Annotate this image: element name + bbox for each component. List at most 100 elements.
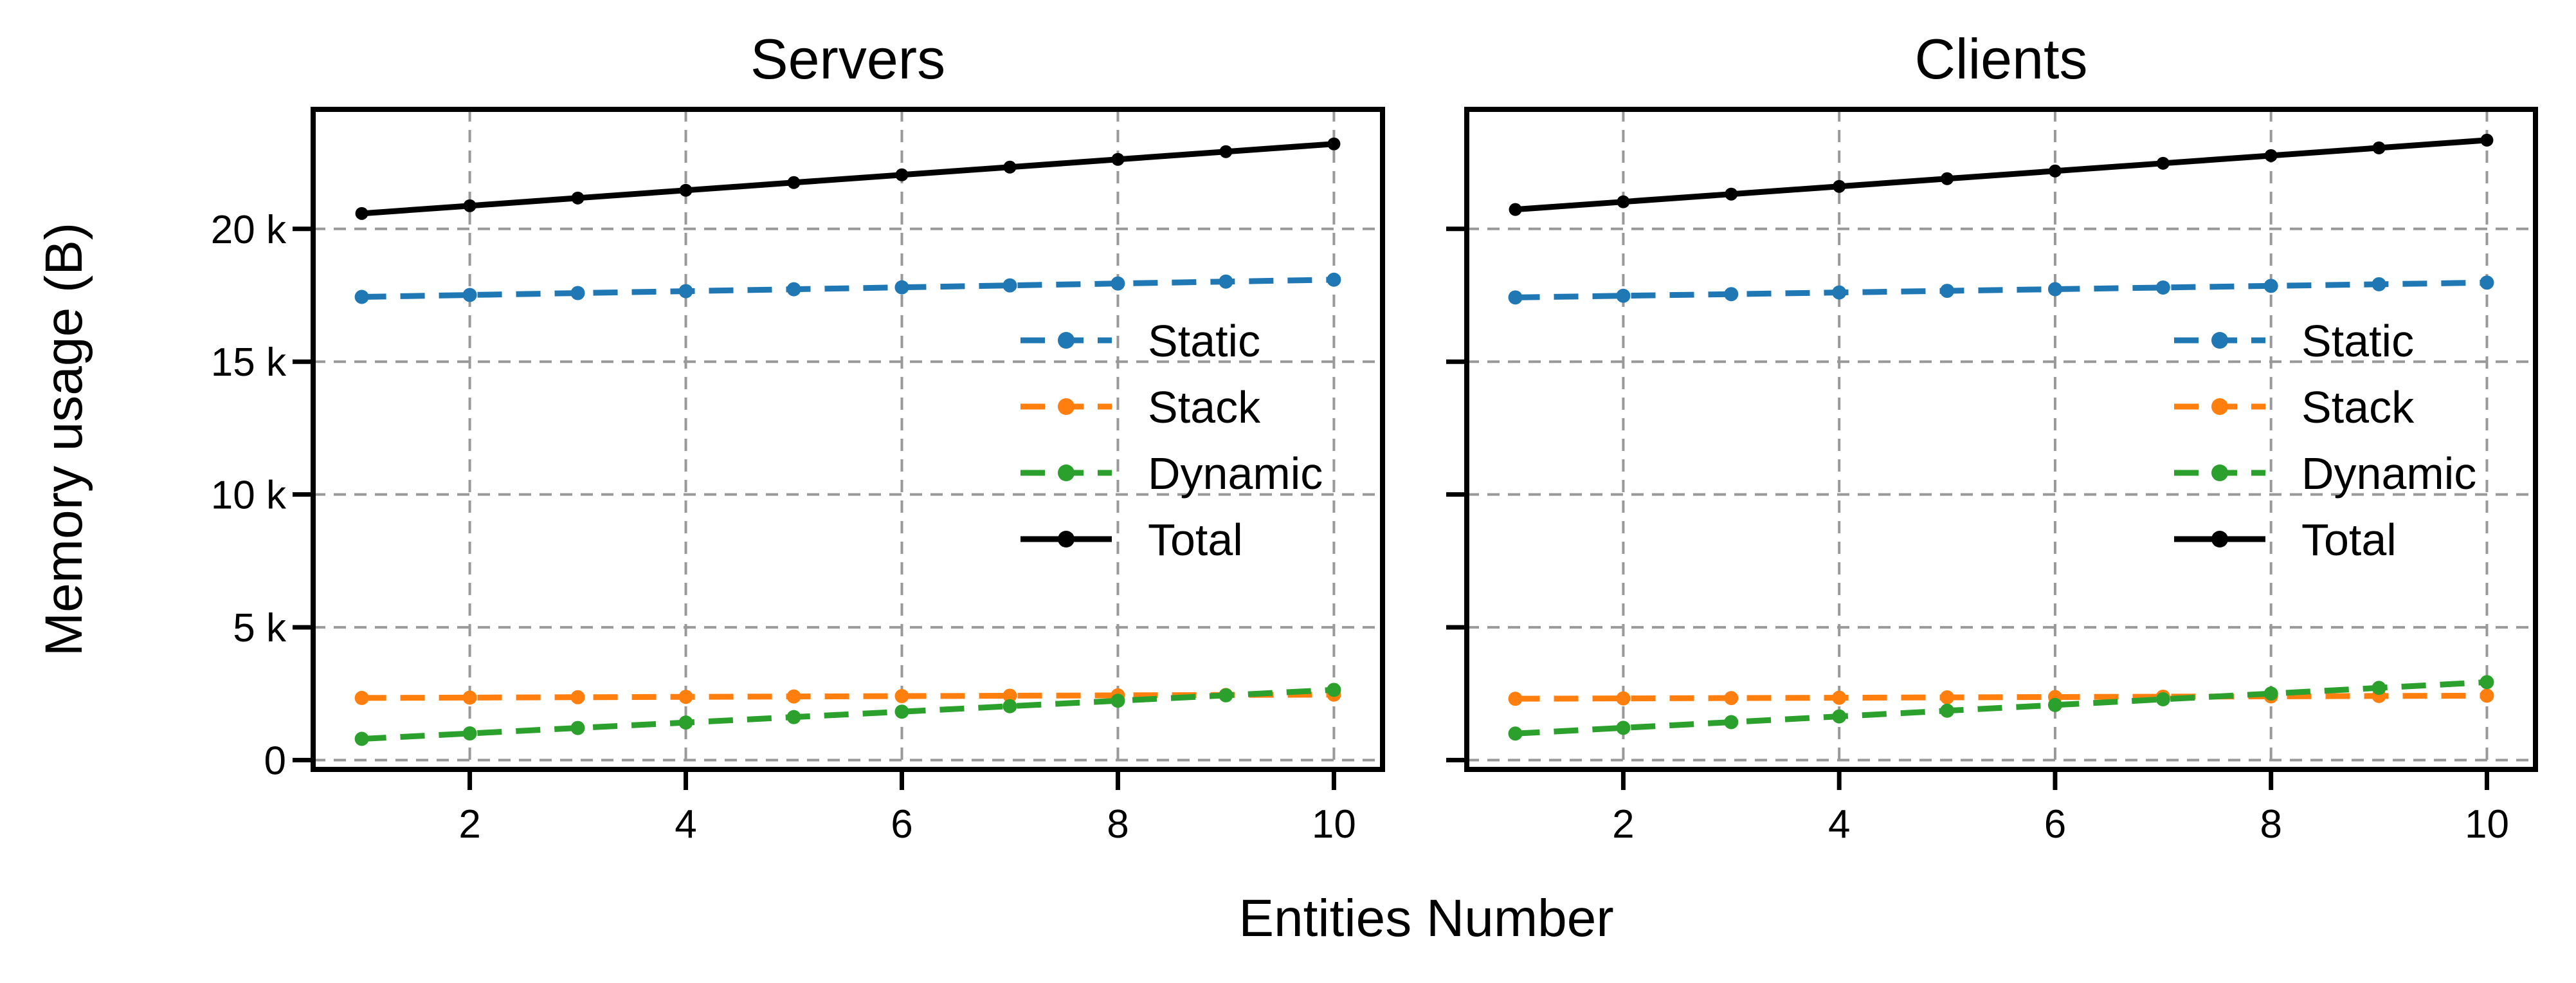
series-line-stack: [361, 692, 1334, 701]
legend-label: Dynamic: [2301, 448, 2476, 499]
x-axis-label: Entities Number: [1238, 889, 1614, 948]
data-point-marker: [354, 289, 369, 304]
data-point-marker: [1509, 203, 1522, 216]
data-point-marker: [2480, 275, 2494, 290]
data-point-marker: [1327, 137, 1341, 151]
legend-marker: [2211, 332, 2228, 349]
data-point-marker: [1940, 703, 1955, 718]
legend-marker: [1058, 398, 1075, 415]
data-point-marker: [1111, 152, 1125, 166]
data-point-marker: [570, 286, 585, 300]
x-tick-label: 2: [458, 802, 480, 847]
data-point-marker: [1940, 284, 1955, 299]
data-point-marker: [2264, 149, 2278, 162]
data-point-marker: [1724, 715, 1739, 730]
x-tick-label: 10: [2465, 802, 2509, 847]
x-tick-label: 2: [1612, 802, 1634, 847]
data-point-marker: [463, 199, 476, 212]
data-point-marker: [2480, 133, 2494, 147]
data-point-marker: [571, 191, 585, 205]
legend-marker: [2211, 531, 2228, 547]
series-line-stack: [1515, 692, 2487, 702]
data-point-marker: [1111, 276, 1125, 291]
series-line-dynamic: [1515, 679, 2487, 737]
data-point-marker: [2263, 279, 2278, 293]
chart-title: Servers: [750, 27, 945, 91]
legend-label: Dynamic: [1148, 448, 1323, 499]
data-point-marker: [1219, 274, 1233, 289]
data-point-marker: [1832, 709, 1847, 724]
data-point-marker: [1616, 288, 1631, 303]
data-point-marker: [355, 207, 368, 220]
data-point-marker: [2480, 688, 2494, 703]
data-point-marker: [1219, 688, 1233, 703]
axes-frame: [311, 107, 1385, 772]
data-point-marker: [570, 690, 585, 704]
data-point-marker: [1616, 721, 1631, 735]
data-point-marker: [1002, 688, 1017, 703]
data-point-marker: [787, 176, 801, 189]
data-point-marker: [2047, 282, 2062, 297]
data-point-marker: [894, 689, 909, 704]
legend-marker: [1058, 531, 1075, 547]
data-point-marker: [786, 710, 801, 724]
data-point-marker: [1724, 287, 1739, 302]
data-point-marker: [1940, 690, 1955, 705]
x-tick-label: 4: [675, 802, 696, 847]
data-point-marker: [894, 280, 909, 295]
data-point-marker: [462, 726, 477, 741]
data-point-marker: [1617, 195, 1630, 208]
chart-title: Clients: [1915, 27, 2088, 91]
data-point-marker: [1508, 290, 1523, 305]
data-point-marker: [2155, 692, 2170, 707]
legend-marker: [1058, 464, 1075, 481]
y-tick-label: 10 k: [211, 473, 287, 518]
y-tick-label: 5 k: [233, 606, 287, 650]
data-point-marker: [678, 284, 693, 299]
data-point-marker: [1219, 145, 1233, 158]
legend-label: Stack: [1148, 382, 1261, 432]
x-tick-label: 8: [2260, 802, 2281, 847]
x-tick-label: 10: [1312, 802, 1356, 847]
x-tick-label: 4: [1828, 802, 1850, 847]
axes-frame: [1464, 107, 2538, 772]
series-line-static: [1515, 279, 2487, 300]
data-point-marker: [1832, 690, 1847, 705]
data-point-marker: [2155, 280, 2170, 295]
data-point-marker: [786, 689, 801, 704]
data-point-marker: [1616, 691, 1631, 706]
series-line-static: [361, 277, 1334, 300]
data-point-marker: [1725, 187, 1738, 201]
data-point-marker: [1002, 278, 1017, 293]
data-point-marker: [2372, 681, 2386, 695]
data-point-marker: [2372, 277, 2386, 291]
legend-marker: [1058, 332, 1075, 349]
data-point-marker: [2263, 686, 2278, 701]
data-point-marker: [894, 704, 909, 719]
legend-label: Static: [1148, 316, 1260, 366]
data-point-marker: [678, 690, 693, 704]
legend-label: Stack: [2301, 382, 2415, 432]
data-point-marker: [2047, 697, 2062, 712]
data-point-marker: [570, 721, 585, 735]
data-point-marker: [462, 288, 477, 302]
data-point-marker: [354, 731, 369, 746]
data-point-marker: [1724, 691, 1739, 706]
series-line-dynamic: [361, 686, 1334, 742]
data-point-marker: [678, 715, 693, 730]
data-point-marker: [1327, 272, 1341, 287]
data-point-marker: [786, 282, 801, 297]
y-tick-label: 0: [264, 739, 286, 784]
data-point-marker: [2048, 164, 2062, 178]
legend-label: Total: [2301, 515, 2397, 565]
data-point-marker: [1941, 172, 1954, 185]
data-point-marker: [1002, 699, 1017, 713]
data-point-marker: [895, 168, 909, 181]
data-point-marker: [1508, 726, 1523, 741]
data-point-marker: [2372, 141, 2386, 154]
x-tick-label: 8: [1107, 802, 1129, 847]
data-point-marker: [1111, 694, 1125, 708]
data-point-marker: [462, 690, 477, 705]
